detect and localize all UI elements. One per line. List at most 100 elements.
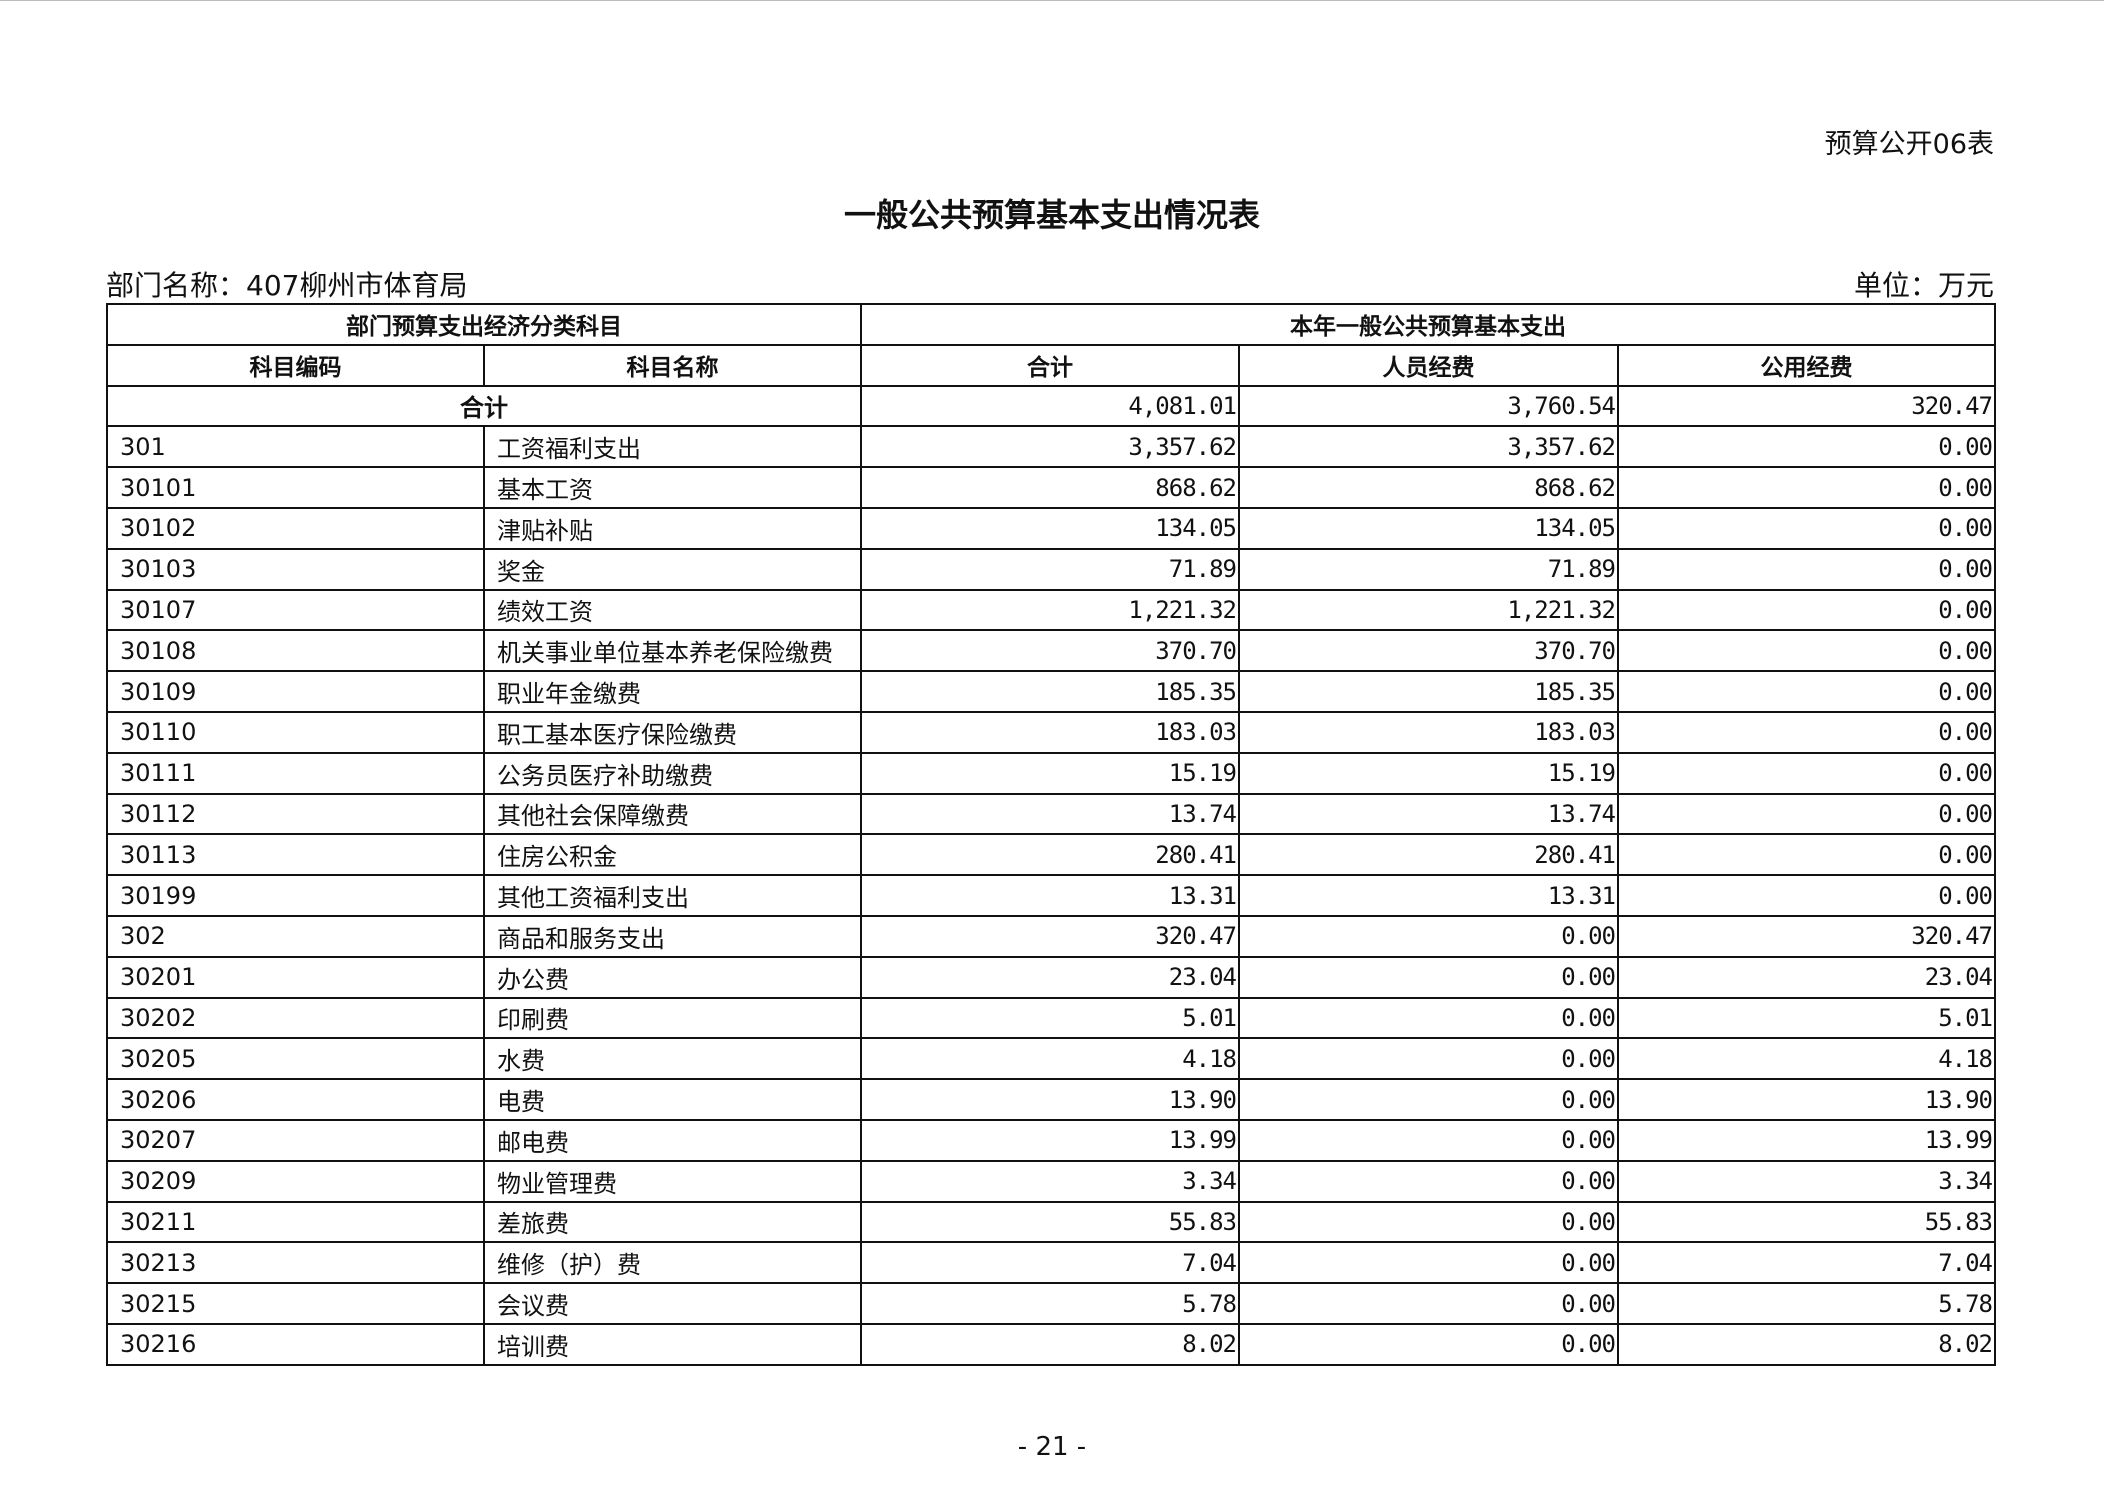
amount: 4.18 bbox=[1617, 1037, 1996, 1081]
item-code: 30199 bbox=[106, 874, 485, 917]
item-name: 其他工资福利支出 bbox=[483, 874, 862, 917]
amount: 0.00 bbox=[1617, 710, 1996, 754]
item-code: 301 bbox=[106, 425, 485, 469]
amount: 0.00 bbox=[1238, 1282, 1619, 1325]
data-row: 301 工资福利支出 3,357.62 3,357.62 0.00 bbox=[106, 425, 1996, 469]
page-number: - 21 - bbox=[1017, 1432, 1087, 1462]
total-row: 合计 4,081.01 3,760.54 320.47 bbox=[106, 384, 1996, 428]
item-name: 住房公积金 bbox=[483, 833, 862, 877]
item-code: 30211 bbox=[106, 1200, 485, 1244]
amount: 8.02 bbox=[1617, 1322, 1996, 1366]
item-code: 30110 bbox=[106, 710, 485, 754]
data-row: 30215 会议费 5.78 0.00 5.78 bbox=[106, 1282, 1996, 1325]
amount: 370.70 bbox=[860, 629, 1240, 673]
item-code: 30207 bbox=[106, 1118, 485, 1162]
amount: 71.89 bbox=[860, 547, 1240, 591]
item-code: 30213 bbox=[106, 1241, 485, 1285]
total-value: 4,081.01 bbox=[860, 384, 1240, 428]
top-rule bbox=[0, 0, 2104, 1]
amount: 0.00 bbox=[1238, 1037, 1619, 1081]
amount: 3,357.62 bbox=[860, 425, 1240, 469]
amount: 0.00 bbox=[1617, 670, 1996, 713]
amount: 7.04 bbox=[1617, 1241, 1996, 1285]
item-code: 30112 bbox=[106, 792, 485, 836]
amount: 1,221.32 bbox=[860, 588, 1240, 632]
table-body: 部门预算支出经济分类科目 本年一般公共预算基本支出 科目编码 科目名称 合计 人员经费 公用… bbox=[106, 303, 1996, 1366]
amount: 3.34 bbox=[860, 1159, 1240, 1203]
data-row: 30213 维修（护）费 7.04 0.00 7.04 bbox=[106, 1241, 1996, 1285]
amount: 0.00 bbox=[1617, 547, 1996, 591]
amount: 280.41 bbox=[860, 833, 1240, 877]
amount: 185.35 bbox=[860, 670, 1240, 713]
doc-id: 预算公开06表 bbox=[1824, 129, 1994, 160]
amount: 0.00 bbox=[1617, 506, 1996, 550]
amount: 868.62 bbox=[1238, 466, 1619, 509]
item-code: 30113 bbox=[106, 833, 485, 877]
item-name: 差旅费 bbox=[483, 1200, 862, 1244]
amount: 320.47 bbox=[1617, 914, 1996, 958]
amount: 185.35 bbox=[1238, 670, 1619, 713]
item-code: 30216 bbox=[106, 1322, 485, 1366]
item-name: 印刷费 bbox=[483, 996, 862, 1040]
data-row: 30206 电费 13.90 0.00 13.90 bbox=[106, 1078, 1996, 1121]
item-name: 津贴补贴 bbox=[483, 506, 862, 550]
amount: 0.00 bbox=[1617, 792, 1996, 836]
amount: 0.00 bbox=[1238, 1322, 1619, 1366]
data-row: 30205 水费 4.18 0.00 4.18 bbox=[106, 1037, 1996, 1081]
data-row: 30199 其他工资福利支出 13.31 13.31 0.00 bbox=[106, 874, 1996, 917]
amount: 183.03 bbox=[1238, 710, 1619, 754]
item-name: 水费 bbox=[483, 1037, 862, 1081]
amount: 868.62 bbox=[860, 466, 1240, 509]
amount: 0.00 bbox=[1617, 588, 1996, 632]
amount: 5.78 bbox=[860, 1282, 1240, 1325]
item-code: 30107 bbox=[106, 588, 485, 632]
amount: 0.00 bbox=[1617, 833, 1996, 877]
item-name: 工资福利支出 bbox=[483, 425, 862, 469]
item-code: 30101 bbox=[106, 466, 485, 509]
amount: 5.01 bbox=[860, 996, 1240, 1040]
item-code: 30109 bbox=[106, 670, 485, 713]
amount: 5.01 bbox=[1617, 996, 1996, 1040]
column-header: 科目编码 bbox=[106, 343, 485, 387]
data-row: 30111 公务员医疗补助缴费 15.19 15.19 0.00 bbox=[106, 751, 1996, 795]
item-name: 会议费 bbox=[483, 1282, 862, 1325]
data-row: 30201 办公费 23.04 0.00 23.04 bbox=[106, 955, 1996, 999]
item-code: 30202 bbox=[106, 996, 485, 1040]
amount: 0.00 bbox=[1238, 1159, 1619, 1203]
data-row: 30216 培训费 8.02 0.00 8.02 bbox=[106, 1322, 1996, 1366]
item-code: 30102 bbox=[106, 506, 485, 550]
data-row: 30108 机关事业单位基本养老保险缴费 370.70 370.70 0.00 bbox=[106, 629, 1996, 673]
amount: 15.19 bbox=[860, 751, 1240, 795]
amount: 0.00 bbox=[1238, 1078, 1619, 1121]
amount: 0.00 bbox=[1617, 425, 1996, 469]
amount: 0.00 bbox=[1617, 874, 1996, 917]
amount: 23.04 bbox=[1617, 955, 1996, 999]
amount: 1,221.32 bbox=[1238, 588, 1619, 632]
column-header: 公用经费 bbox=[1617, 343, 1996, 387]
unit: 单位：万元 bbox=[1853, 269, 1994, 302]
item-name: 职业年金缴费 bbox=[483, 670, 862, 713]
amount: 0.00 bbox=[1617, 466, 1996, 509]
data-row: 30103 奖金 71.89 71.89 0.00 bbox=[106, 547, 1996, 591]
amount: 0.00 bbox=[1238, 914, 1619, 958]
item-name: 其他社会保障缴费 bbox=[483, 792, 862, 836]
amount: 13.31 bbox=[1238, 874, 1619, 917]
data-row: 30101 基本工资 868.62 868.62 0.00 bbox=[106, 466, 1996, 509]
item-name: 绩效工资 bbox=[483, 588, 862, 632]
item-code: 30209 bbox=[106, 1159, 485, 1203]
amount: 0.00 bbox=[1238, 1118, 1619, 1162]
amount: 55.83 bbox=[860, 1200, 1240, 1244]
item-name: 电费 bbox=[483, 1078, 862, 1121]
amount: 15.19 bbox=[1238, 751, 1619, 795]
title: 一般公共预算基本支出情况表 bbox=[843, 196, 1260, 234]
item-name: 公务员医疗补助缴费 bbox=[483, 751, 862, 795]
department: 部门名称：407柳州市体育局 bbox=[106, 269, 468, 302]
amount: 13.74 bbox=[860, 792, 1240, 836]
total-label: 合计 bbox=[106, 384, 862, 428]
item-code: 302 bbox=[106, 914, 485, 958]
amount: 71.89 bbox=[1238, 547, 1619, 591]
amount: 5.78 bbox=[1617, 1282, 1996, 1325]
data-row: 30207 邮电费 13.99 0.00 13.99 bbox=[106, 1118, 1996, 1162]
amount: 13.90 bbox=[860, 1078, 1240, 1121]
